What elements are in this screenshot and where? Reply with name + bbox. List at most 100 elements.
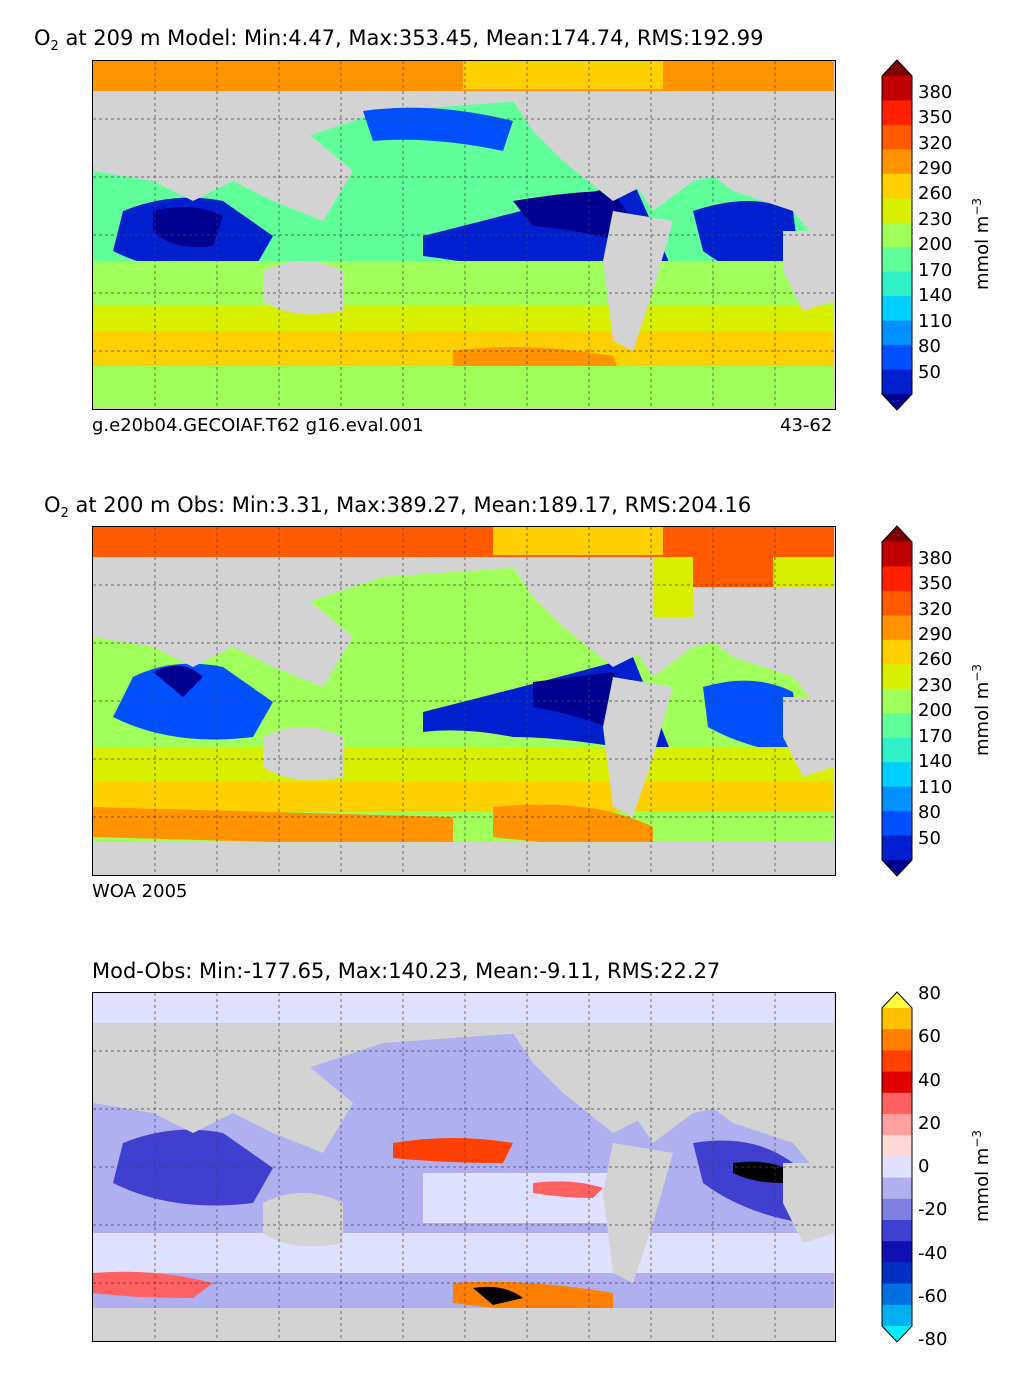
map-obs: [92, 526, 836, 876]
run-label: g.e20b04.GECOIAF.T62 g16.eval.001: [92, 415, 424, 436]
colorbar-unit-label: mmol m−3: [970, 197, 993, 290]
colorbar-segment: [882, 1262, 912, 1285]
colorbar-tick-label: 260: [918, 183, 953, 205]
colorbar-tick-label: -40: [918, 1242, 948, 1264]
year-range-label: 43-62: [780, 415, 833, 436]
colorbar-segment: [882, 615, 912, 641]
colorbar-segment: [882, 786, 912, 812]
colorbar-tick-label: 40: [918, 1069, 941, 1091]
panel-title: Mod-Obs: Min:-177.65, Max:140.23, Mean:-…: [92, 959, 721, 983]
colorbar-segment: [882, 1283, 912, 1306]
colorbar-segment: [882, 737, 912, 763]
colorbar: [881, 991, 913, 1343]
colorbar-tick-label: 200: [918, 700, 953, 722]
colorbar-segment: [882, 664, 912, 690]
colorbar-tick-label: -20: [918, 1199, 948, 1221]
colorbar-segment: [882, 713, 912, 739]
colorbar-segment: [882, 173, 912, 199]
dataset-label: WOA 2005: [92, 881, 188, 902]
colorbar-segment: [882, 1304, 912, 1327]
colorbar-segment: [882, 296, 912, 322]
colorbar-segment: [882, 124, 912, 150]
colorbar-tick-label: 80: [918, 336, 941, 358]
colorbar-tick-label: 110: [918, 776, 953, 798]
colorbar-tick-label: 350: [918, 573, 953, 595]
colorbar-segment: [882, 762, 912, 788]
colorbar-segment: [882, 149, 912, 175]
colorbar-segment: [882, 1071, 912, 1094]
panel-title: O2 at 209 m Model: Min:4.47, Max:353.45,…: [34, 26, 764, 55]
map-model: [92, 60, 836, 410]
colorbar-tick-label: 320: [918, 132, 953, 154]
colorbar-segment: [882, 271, 912, 297]
colorbar-tick-label: 260: [918, 649, 953, 671]
colorbar-tick-label: 80: [918, 802, 941, 824]
colorbar-tick-label: 380: [918, 81, 953, 103]
colorbar-segment: [882, 811, 912, 837]
colorbar-segment: [882, 1241, 912, 1263]
colorbar-segment: [882, 76, 912, 101]
colorbar-outline: [881, 991, 913, 1343]
colorbar-extend-max: [882, 992, 912, 1008]
colorbar-tick-label: 50: [918, 827, 941, 849]
colorbar-segment: [882, 1114, 912, 1136]
colorbar-tick-label: 380: [918, 547, 953, 569]
colorbar-tick-label: 110: [918, 310, 953, 332]
colorbar-extend-max: [882, 60, 912, 76]
colorbar-extend-min: [882, 394, 912, 410]
colorbar-segment: [882, 247, 912, 273]
colorbar-segment: [882, 1092, 912, 1115]
colorbar-tick-label: -80: [918, 1329, 948, 1350]
obs-panel: O2 at 200 m Obs: Min:3.31, Max:389.27, M…: [0, 466, 1021, 926]
colorbar-tick-label: -60: [918, 1285, 948, 1307]
colorbar-segment: [882, 1050, 912, 1073]
colorbar-segment: [882, 1029, 912, 1051]
colorbar-tick-label: 140: [918, 285, 953, 307]
colorbar-unit-label: mmol m−3: [970, 1129, 993, 1222]
colorbar-outline: [881, 59, 913, 411]
diff-panel: Mod-Obs: Min:-177.65, Max:140.23, Mean:-…: [0, 932, 1021, 1372]
colorbar-tick-label: 290: [918, 624, 953, 646]
colorbar-segment: [882, 369, 912, 395]
colorbar-segment: [882, 566, 912, 592]
colorbar-segment: [882, 345, 912, 371]
colorbar-tick-label: 200: [918, 234, 953, 256]
colorbar-tick-label: 290: [918, 158, 953, 180]
colorbar-tick-label: 0: [918, 1156, 930, 1177]
colorbar-segment: [882, 688, 912, 714]
colorbar-segment: [882, 1008, 912, 1030]
colorbar-tick-label: 50: [918, 361, 941, 383]
colorbar-segment: [882, 198, 912, 224]
colorbar-tick-label: 320: [918, 598, 953, 620]
colorbar-tick-label: 140: [918, 751, 953, 773]
colorbar-tick-label: 170: [918, 259, 953, 281]
colorbar-outline: [881, 525, 913, 877]
colorbar-extend-min: [882, 860, 912, 876]
colorbar-segment: [882, 320, 912, 346]
colorbar-tick-label: 230: [918, 208, 953, 230]
colorbar-segment: [882, 542, 912, 567]
colorbar-segment: [882, 835, 912, 861]
colorbar-segment: [882, 1220, 912, 1242]
colorbar-segment: [882, 222, 912, 248]
colorbar-segment: [882, 1135, 912, 1157]
colorbar-tick-label: 80: [918, 983, 941, 1004]
panel-title: O2 at 200 m Obs: Min:3.31, Max:389.27, M…: [44, 493, 752, 522]
colorbar-tick-label: 170: [918, 725, 953, 747]
colorbar-tick-label: 350: [918, 107, 953, 129]
colorbar-extend-min: [882, 1326, 912, 1342]
colorbar-tick-label: 230: [918, 674, 953, 696]
colorbar-segment: [882, 1156, 912, 1179]
colorbar-segment: [882, 590, 912, 616]
model-panel: O2 at 209 m Model: Min:4.47, Max:353.45,…: [0, 0, 1021, 460]
colorbar-tick-label: 20: [918, 1112, 941, 1134]
colorbar-extend-max: [882, 526, 912, 542]
colorbar-tick-label: 60: [918, 1026, 941, 1048]
colorbar-segment: [882, 1177, 912, 1200]
colorbar-segment: [882, 1198, 912, 1221]
colorbar: [881, 525, 913, 877]
colorbar-segment: [882, 100, 912, 126]
colorbar-unit-label: mmol m−3: [970, 663, 993, 756]
colorbar: [881, 59, 913, 411]
map-diff: [92, 992, 836, 1342]
